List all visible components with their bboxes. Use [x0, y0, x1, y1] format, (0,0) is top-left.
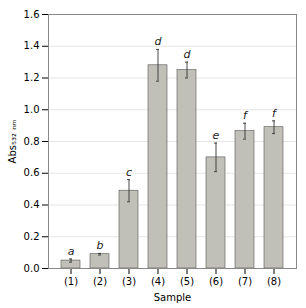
svg-text:b: b: [97, 239, 104, 252]
svg-text:(3): (3): [122, 276, 136, 287]
svg-text:f: f: [272, 107, 278, 120]
svg-text:(4): (4): [151, 276, 165, 287]
svg-text:0.4: 0.4: [24, 199, 40, 210]
svg-text:(7): (7): [238, 276, 252, 287]
svg-text:1.4: 1.4: [24, 40, 40, 51]
svg-text:0.8: 0.8: [24, 136, 40, 147]
svg-text:1.0: 1.0: [24, 104, 40, 115]
svg-text:(2): (2): [93, 276, 107, 287]
svg-text:(6): (6): [209, 276, 223, 287]
svg-text:(8): (8): [267, 276, 281, 287]
svg-text:1.2: 1.2: [24, 72, 40, 83]
svg-text:c: c: [126, 166, 132, 179]
svg-text:Sample: Sample: [154, 292, 192, 303]
svg-text:Abs₅₃₂ ₙₘ: Abs₅₃₂ ₙₘ: [7, 120, 18, 164]
svg-text:(5): (5): [180, 276, 194, 287]
svg-text:d: d: [155, 35, 163, 48]
svg-text:0.2: 0.2: [24, 231, 40, 242]
svg-text:d: d: [184, 48, 192, 61]
svg-text:e: e: [213, 129, 220, 142]
svg-text:f: f: [243, 109, 249, 122]
svg-text:1.6: 1.6: [24, 9, 40, 20]
svg-text:(1): (1): [64, 276, 78, 287]
svg-text:a: a: [68, 245, 75, 258]
svg-text:0.6: 0.6: [24, 167, 40, 178]
svg-text:0.0: 0.0: [24, 263, 40, 274]
